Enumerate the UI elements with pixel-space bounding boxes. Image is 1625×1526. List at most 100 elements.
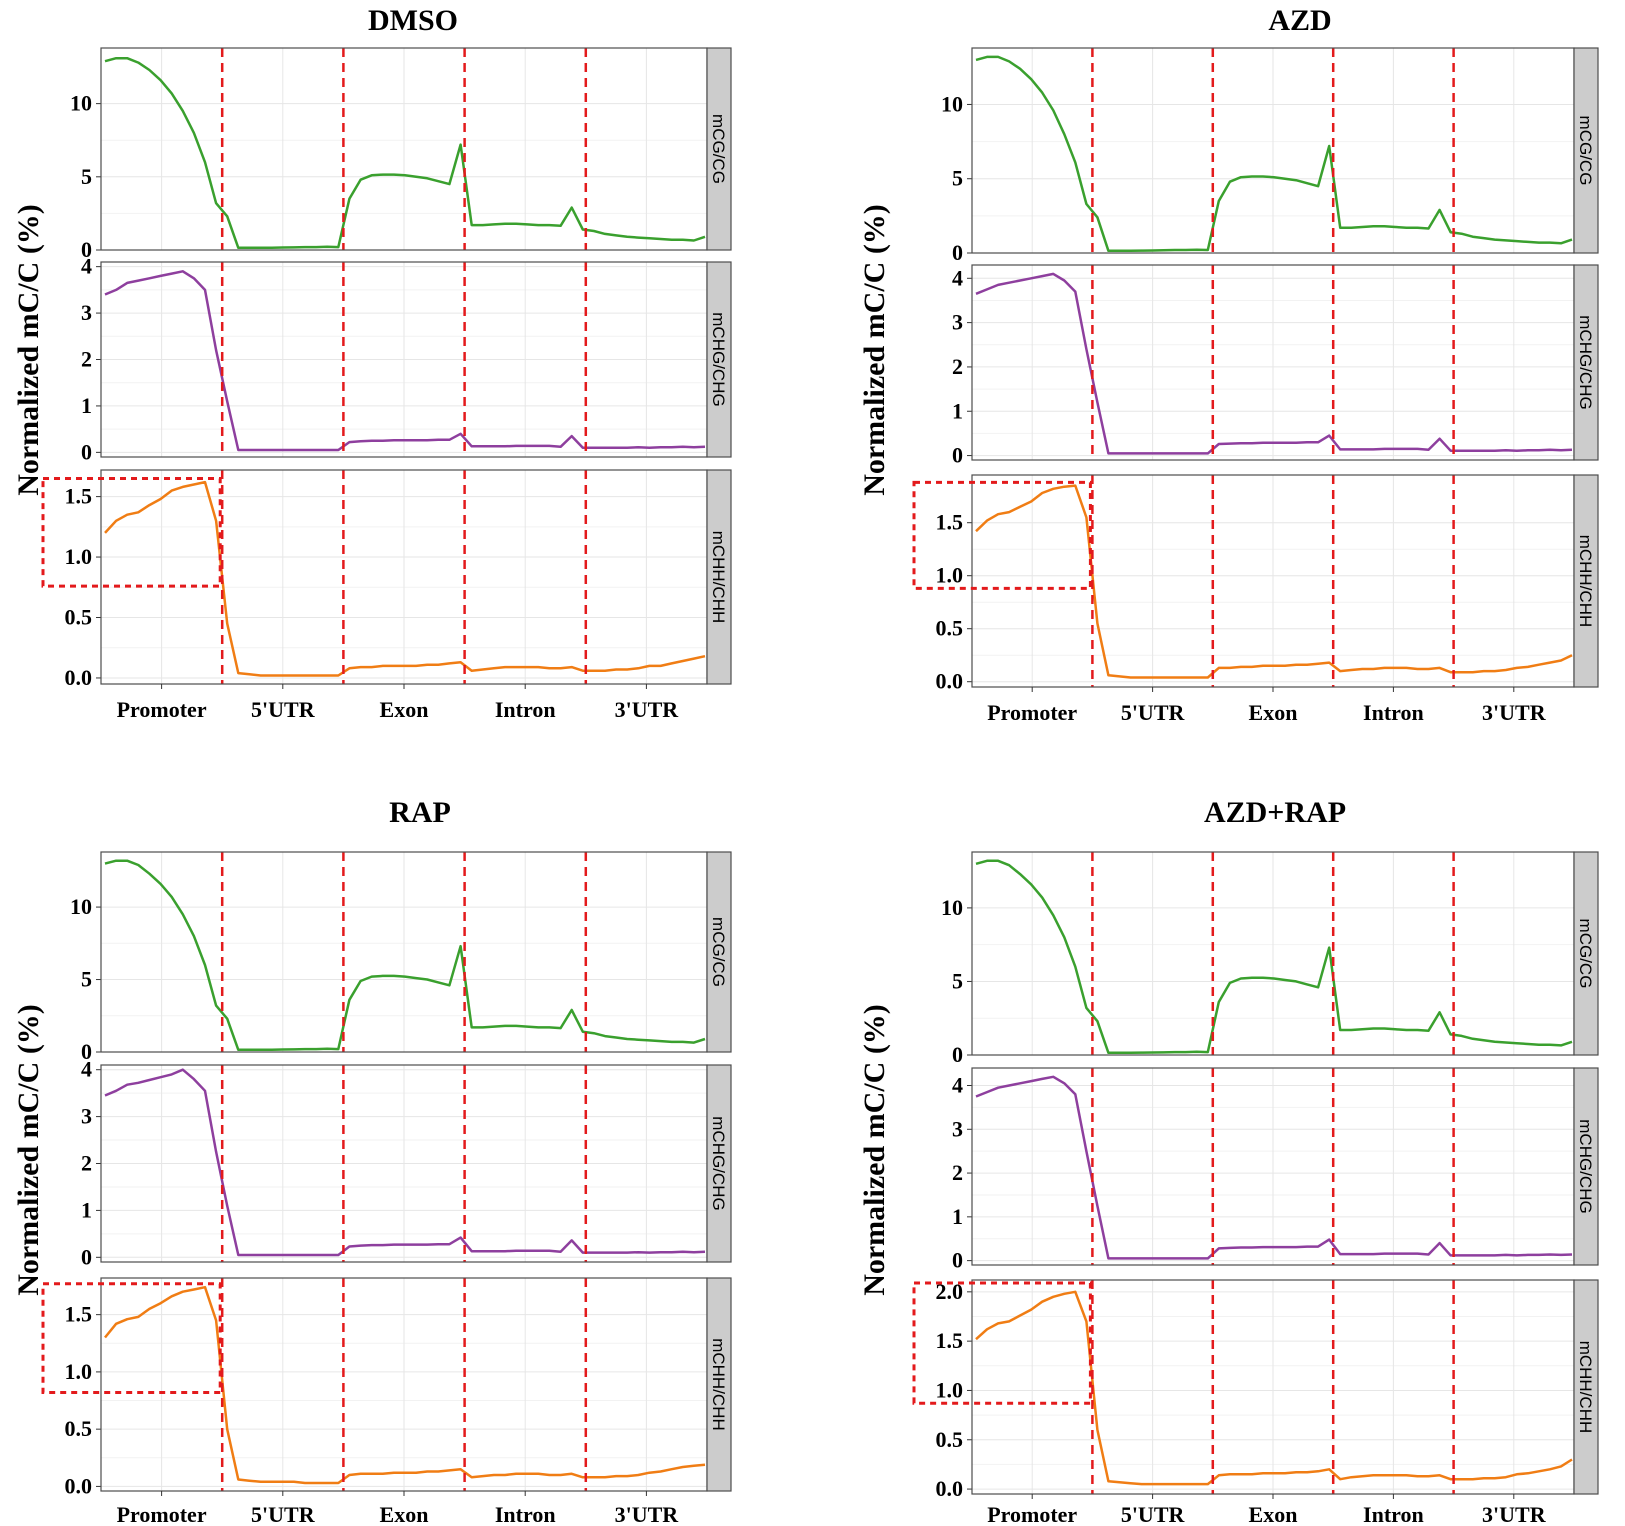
facet-strip-label: mCHH/CHH bbox=[709, 531, 728, 624]
facet-strip bbox=[1573, 1279, 1599, 1495]
y-tick-label: 4 bbox=[952, 1073, 963, 1098]
facet-strip-label: mCG/CG bbox=[709, 114, 728, 184]
y-tick-label: 1.0 bbox=[65, 1359, 93, 1384]
highlight-box bbox=[912, 1281, 1092, 1405]
y-tick-label: 10 bbox=[941, 895, 963, 920]
facet-mcg-cg: 0 5 10 mCG/CG bbox=[941, 851, 1599, 1067]
y-tick-label: 3 bbox=[952, 310, 963, 335]
x-category-label: 3'UTR bbox=[615, 697, 680, 722]
y-tick-label: 1 bbox=[81, 393, 92, 418]
y-tick-label: 10 bbox=[941, 91, 963, 116]
y-tick-label: 0.0 bbox=[936, 1476, 964, 1501]
y-tick-label: 1.5 bbox=[936, 1328, 964, 1353]
y-tick-label: 0 bbox=[952, 1042, 963, 1067]
facet-strip bbox=[1573, 474, 1599, 688]
panel-azd: AZD Normalized mC/C (%) 0 5 10 mCG/CG 0 1 2 3 4 mCH… bbox=[858, 4, 1599, 725]
x-category-label: Intron bbox=[495, 697, 556, 722]
y-tick-label: 5 bbox=[952, 968, 963, 993]
facet-mchh-chh: 0.0 0.5 1.0 1.5 mCHH/CHH bbox=[912, 474, 1599, 694]
y-tick-label: 3 bbox=[81, 1104, 92, 1129]
series-line bbox=[104, 1068, 706, 1257]
y-tick-label: 1.5 bbox=[65, 1302, 93, 1327]
facet-strip bbox=[706, 851, 732, 1053]
y-tick-label: 3 bbox=[952, 1116, 963, 1141]
series-line bbox=[975, 1075, 1573, 1260]
y-tick-label: 2 bbox=[952, 1160, 963, 1185]
series-line bbox=[975, 55, 1573, 253]
facet-strip bbox=[1573, 851, 1599, 1056]
facet-strip-label: mCHH/CHH bbox=[709, 1338, 728, 1431]
y-tick-label: 1.5 bbox=[936, 510, 964, 535]
facet-mchg-chg: 0 1 2 3 4 mCHG/CHG bbox=[81, 1057, 732, 1269]
facet-mcg-cg: 0 5 10 mCG/CG bbox=[70, 851, 732, 1064]
y-tick-label: 0.5 bbox=[65, 605, 93, 630]
facet-strip bbox=[706, 261, 732, 458]
panel-title: AZD bbox=[1268, 4, 1331, 37]
x-category-label: Exon bbox=[380, 1502, 429, 1526]
facet-mcg-cg: 0 5 10 mCG/CG bbox=[70, 47, 732, 262]
x-category-label: Exon bbox=[1249, 1502, 1298, 1526]
y-tick-label: 0.5 bbox=[936, 616, 964, 641]
y-tick-label: 0 bbox=[81, 1244, 92, 1269]
facet-strip-label: mCG/CG bbox=[1576, 919, 1595, 989]
y-tick-label: 1.5 bbox=[65, 484, 93, 509]
panel-azd-rap: AZD+RAP Normalized mC/C (%) 0 5 10 mCG/CG 0 1 2 3… bbox=[858, 796, 1599, 1526]
x-category-label: Promoter bbox=[117, 1502, 207, 1526]
facet-strip-label: mCHG/CHG bbox=[709, 1116, 728, 1210]
y-tick-label: 0 bbox=[81, 237, 92, 262]
x-category-label: 5'UTR bbox=[251, 1502, 316, 1526]
x-category-label: Exon bbox=[1249, 700, 1298, 725]
panel-title: AZD+RAP bbox=[1204, 796, 1346, 829]
y-tick-label: 1 bbox=[81, 1197, 92, 1222]
y-tick-label: 5 bbox=[81, 164, 92, 189]
facet-strip bbox=[1573, 264, 1599, 461]
facet-strip bbox=[1573, 47, 1599, 254]
panel-title: DMSO bbox=[368, 4, 458, 37]
x-category-label: 5'UTR bbox=[1121, 700, 1186, 725]
facet-strip-label: mCHG/CHG bbox=[1576, 1119, 1595, 1213]
y-tick-label: 1 bbox=[952, 398, 963, 423]
series-line bbox=[975, 484, 1573, 679]
y-tick-label: 0 bbox=[952, 1248, 963, 1273]
facet-strip bbox=[1573, 1067, 1599, 1266]
facet-strip bbox=[706, 47, 732, 251]
y-tick-label: 5 bbox=[81, 967, 92, 992]
facet-mchg-chg: 0 1 2 3 4 mCHG/CHG bbox=[952, 264, 1599, 468]
y-tick-label: 0.0 bbox=[65, 1473, 93, 1498]
x-category-label: 5'UTR bbox=[1121, 1502, 1186, 1526]
facet-strip bbox=[706, 1064, 732, 1263]
facet-strip-label: mCG/CG bbox=[709, 917, 728, 987]
y-tick-label: 0 bbox=[952, 240, 963, 265]
panel-title: RAP bbox=[389, 796, 451, 829]
x-category-label: Promoter bbox=[117, 697, 207, 722]
highlight-box bbox=[41, 1282, 222, 1395]
x-category-label: Exon bbox=[380, 697, 429, 722]
facet-mchh-chh: 0.0 0.5 1.0 1.5 mCHH/CHH bbox=[41, 469, 732, 690]
facet-mchh-chh: 0.0 0.5 1.0 1.5 mCHH/CHH bbox=[41, 1277, 732, 1498]
y-tick-label: 4 bbox=[952, 265, 963, 290]
x-category-label: 3'UTR bbox=[1482, 1502, 1547, 1526]
y-tick-label: 0 bbox=[81, 1039, 92, 1064]
facet-strip-label: mCG/CG bbox=[1576, 116, 1595, 186]
y-tick-label: 4 bbox=[81, 1057, 92, 1082]
facet-strip-label: mCHG/CHG bbox=[709, 312, 728, 406]
panel-dmso: DMSO Normalized mC/C (%) 0 5 10 mCG/CG 0 1 2 3 4 mC… bbox=[12, 4, 732, 722]
series-line bbox=[104, 270, 706, 452]
y-tick-label: 10 bbox=[70, 91, 92, 116]
y-tick-label: 2 bbox=[81, 1151, 92, 1176]
y-tick-label: 1.0 bbox=[936, 563, 964, 588]
panel-rap: RAP Normalized mC/C (%) 0 5 10 mCG/CG 0 1 2 3 4 mCH… bbox=[12, 796, 732, 1526]
y-tick-label: 2 bbox=[952, 354, 963, 379]
series-line bbox=[975, 272, 1573, 455]
y-tick-label: 0.5 bbox=[65, 1416, 93, 1441]
x-category-label: Promoter bbox=[987, 700, 1077, 725]
x-category-label: Intron bbox=[495, 1502, 556, 1526]
x-category-label: Intron bbox=[1363, 1502, 1424, 1526]
x-category-label: Promoter bbox=[987, 1502, 1077, 1526]
x-category-label: Intron bbox=[1363, 700, 1424, 725]
x-category-label: 5'UTR bbox=[251, 697, 316, 722]
y-tick-label: 3 bbox=[81, 300, 92, 325]
facet-strip-label: mCHH/CHH bbox=[1576, 1341, 1595, 1434]
